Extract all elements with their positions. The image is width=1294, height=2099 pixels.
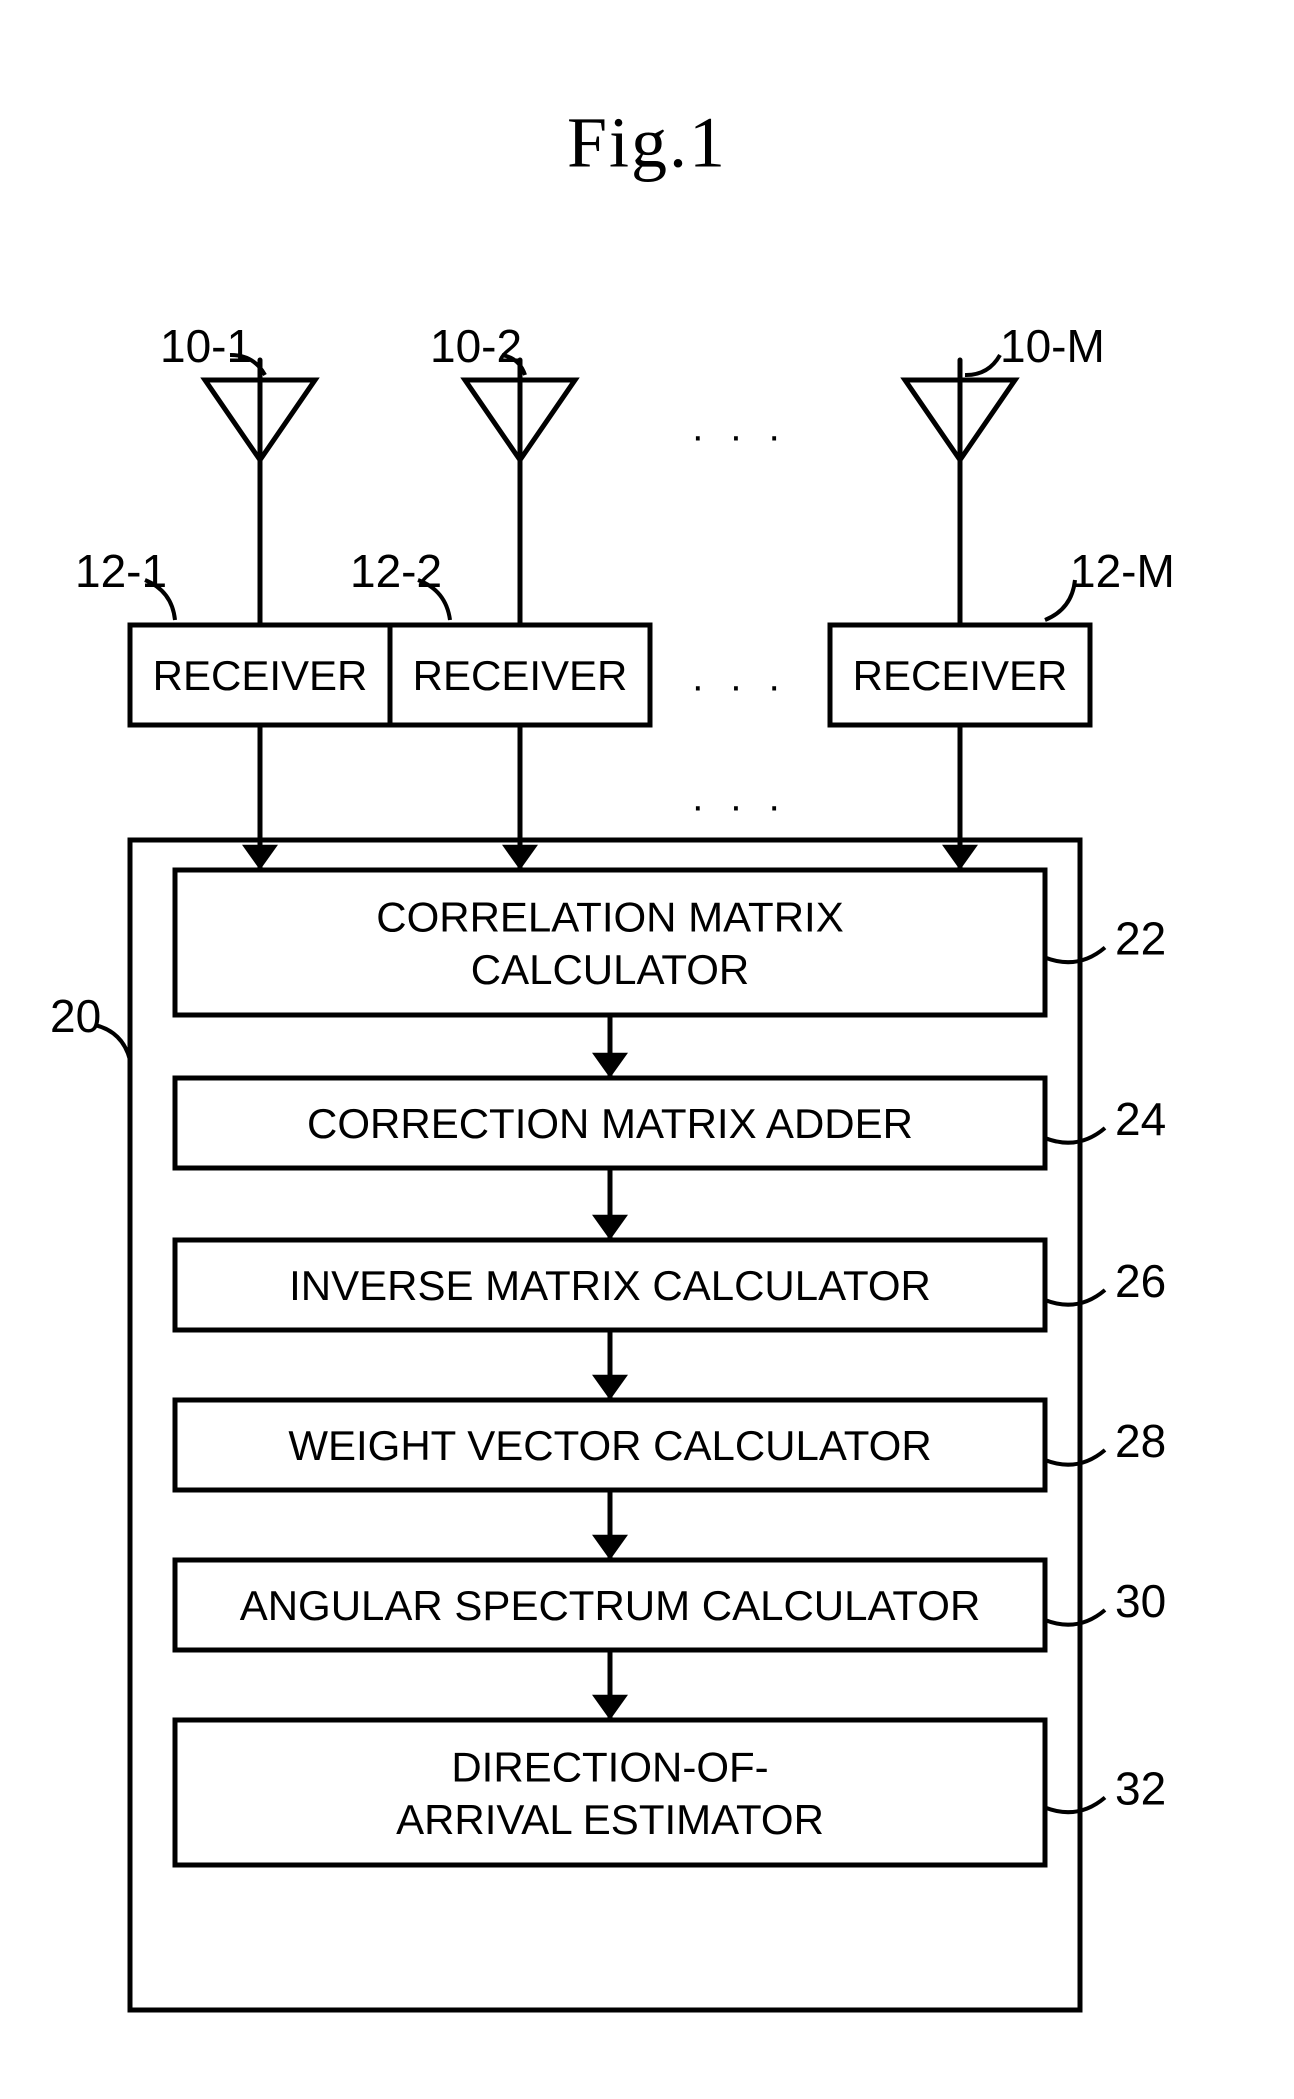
antenna-label-1: 10-1 xyxy=(160,320,252,372)
receiver-label-1: 12-1 xyxy=(75,545,167,597)
stage-text-1-line-2: CALCULATOR xyxy=(471,946,750,993)
antenna-label-2: 10-2 xyxy=(430,320,522,372)
stage-ref-6: 32 xyxy=(1115,1763,1166,1815)
stage-box-5: ANGULAR SPECTRUM CALCULATOR xyxy=(175,1560,1045,1650)
receiver-label-3: 12-M xyxy=(1070,545,1175,597)
stage-ref-3: 26 xyxy=(1115,1255,1166,1307)
stage-text-4-line-1: WEIGHT VECTOR CALCULATOR xyxy=(288,1422,931,1469)
main-box-label: 20 xyxy=(50,990,101,1042)
receiver-text-2: RECEIVER xyxy=(413,652,628,699)
stage-text-6-line-2: ARRIVAL ESTIMATOR xyxy=(396,1796,824,1843)
antenna-1 xyxy=(205,360,315,625)
stage-text-1-line-1: CORRELATION MATRIX xyxy=(376,893,843,940)
receiver-box-2: RECEIVER xyxy=(390,625,650,725)
antenna-2 xyxy=(465,360,575,625)
stage-ref-2: 24 xyxy=(1115,1093,1166,1145)
receiver-box-3: RECEIVER xyxy=(830,625,1090,725)
stage-text-3-line-1: INVERSE MATRIX CALCULATOR xyxy=(289,1262,931,1309)
stage-box-2: CORRECTION MATRIX ADDER xyxy=(175,1078,1045,1168)
receiver-box-1: RECEIVER xyxy=(130,625,390,725)
stage-box-4: WEIGHT VECTOR CALCULATOR xyxy=(175,1400,1045,1490)
stage-text-5-line-1: ANGULAR SPECTRUM CALCULATOR xyxy=(240,1582,981,1629)
stage-ref-1: 22 xyxy=(1115,913,1166,965)
figure-title: Fig.1 xyxy=(567,103,727,183)
ellipsis-receivers: . . . xyxy=(692,656,788,700)
receiver-text-1: RECEIVER xyxy=(153,652,368,699)
stage-text-2-line-1: CORRECTION MATRIX ADDER xyxy=(307,1100,913,1147)
ellipsis-antennas: . . . xyxy=(692,406,788,450)
receiver-label-2: 12-2 xyxy=(350,545,442,597)
stage-ref-4: 28 xyxy=(1115,1415,1166,1467)
antenna-label-3: 10-M xyxy=(1000,320,1105,372)
antenna-3 xyxy=(905,360,1015,625)
stage-box-6: DIRECTION-OF- ARRIVAL ESTIMATOR xyxy=(175,1720,1045,1865)
receiver-text-3: RECEIVER xyxy=(853,652,1068,699)
ellipsis-arrows: . . . xyxy=(692,776,788,820)
stage-text-6-line-1: DIRECTION-OF- xyxy=(451,1743,768,1790)
stage-box-1: CORRELATION MATRIX CALCULATOR xyxy=(175,870,1045,1015)
stage-box-3: INVERSE MATRIX CALCULATOR xyxy=(175,1240,1045,1330)
stage-ref-5: 30 xyxy=(1115,1575,1166,1627)
